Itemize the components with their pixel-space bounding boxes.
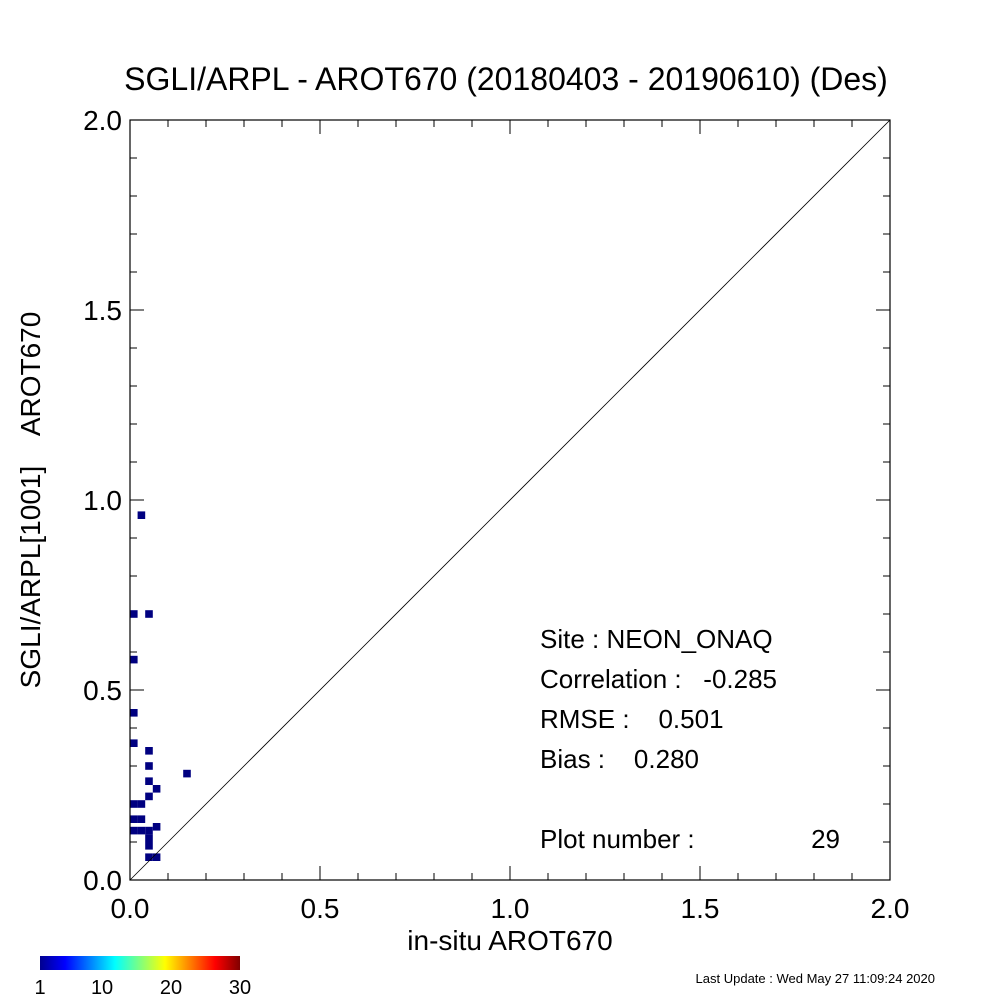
colorbar-tick-label: 1: [34, 977, 45, 999]
heatmap-cell: [137, 511, 146, 519]
heatmap-cell: [145, 834, 153, 842]
y-tick-label: 2.0: [83, 105, 122, 136]
heatmap-cell: [152, 823, 161, 831]
one-to-one-line: [129, 119, 891, 881]
colorbar: 1 10 20 30: [34, 956, 251, 999]
stats-panel: Site : NEON_ONAQ Correlation : -0.285 RM…: [540, 624, 840, 854]
y-tick-label: 0.0: [83, 865, 122, 896]
heatmap-cell: [152, 785, 161, 793]
heatmap-cell: [130, 739, 138, 747]
heatmap-cell: [145, 853, 153, 861]
x-tick-label: 1.5: [681, 893, 720, 924]
colorbar-tick-label: 20: [160, 977, 182, 999]
heatmap-cell: [130, 815, 138, 823]
heatmap-cell: [145, 826, 153, 835]
stat-correlation: Correlation : -0.285: [540, 664, 777, 694]
heatmap-cell: [145, 747, 153, 755]
y-tick-label: 1.5: [83, 295, 122, 326]
heatmap-cell: [145, 762, 153, 770]
heatmap-cell: [183, 769, 191, 778]
heatmap-cell: [130, 655, 138, 664]
heatmap-cell: [145, 777, 153, 785]
y-axis-label: SGLI/ARPL[1001] AROT670: [15, 312, 46, 689]
y-tick-label: 0.5: [83, 675, 122, 706]
heatmap-cell: [130, 610, 138, 618]
stat-plot-number-label: Plot number :: [540, 824, 695, 854]
colorbar-tick-labels: 1 10 20 30: [34, 977, 251, 999]
stat-plot-number-value: 29: [811, 824, 840, 854]
x-tick-label: 0.5: [301, 893, 340, 924]
x-axis-label: in-situ AROT670: [407, 925, 612, 956]
heatmap-cell: [130, 800, 138, 808]
heatmap-cell: [137, 815, 146, 823]
heatmap-cells: [130, 511, 191, 861]
heatmap-cell: [145, 792, 153, 801]
stat-site: Site : NEON_ONAQ: [540, 624, 773, 654]
colorbar-gradient: [40, 956, 240, 970]
y-tick-labels: 0.0 0.5 1.0 1.5 2.0: [83, 105, 122, 896]
heatmap-cell: [145, 842, 153, 850]
heatmap-cell: [130, 826, 138, 835]
colorbar-tick-label: 10: [91, 977, 113, 999]
x-tick-labels: 0.0 0.5 1.0 1.5 2.0: [111, 893, 910, 924]
chart-title: SGLI/ARPL - AROT670 (20180403 - 20190610…: [124, 61, 888, 97]
heatmap-cell: [145, 610, 153, 618]
heatmap-cell: [137, 800, 146, 808]
heatmap-cell: [137, 826, 146, 835]
stat-rmse: RMSE : 0.501: [540, 704, 724, 734]
x-tick-label: 1.0: [491, 893, 530, 924]
x-tick-label: 0.0: [111, 893, 150, 924]
heatmap-cell: [152, 853, 161, 861]
heatmap-cell: [130, 709, 138, 717]
last-update: Last Update : Wed May 27 11:09:24 2020: [696, 971, 935, 986]
y-tick-label: 1.0: [83, 485, 122, 516]
stat-bias: Bias : 0.280: [540, 744, 699, 774]
x-tick-label: 2.0: [871, 893, 910, 924]
colorbar-tick-label: 30: [229, 977, 251, 999]
plot-frame: [129, 119, 891, 881]
